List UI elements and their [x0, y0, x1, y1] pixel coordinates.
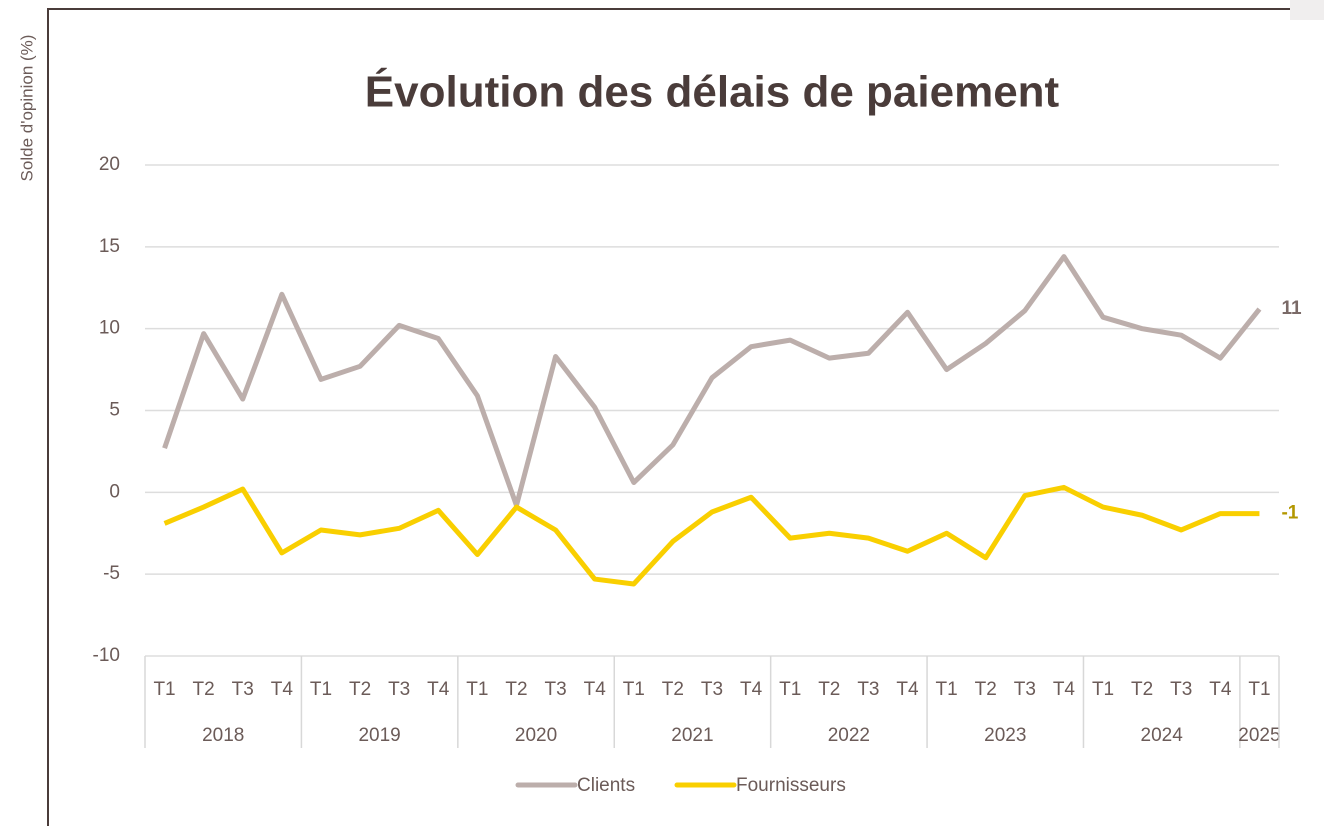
group-label: 2021 [671, 725, 713, 746]
x-tick-label: T2 [505, 679, 527, 700]
x-tick-label: T2 [349, 679, 371, 700]
x-tick-label: T4 [584, 679, 607, 700]
x-tick-label: T1 [310, 679, 332, 700]
group-label: 2019 [358, 725, 400, 746]
x-tick-label: T3 [388, 679, 410, 700]
x-tick-label: T2 [818, 679, 840, 700]
y-axis-label: Solde d'opinion (%) [17, 35, 36, 182]
group-label: 2022 [828, 725, 870, 746]
y-tick-label: 10 [99, 318, 120, 339]
x-tick-label: T4 [1053, 679, 1076, 700]
x-tick-label: T2 [662, 679, 684, 700]
y-tick-label: 20 [99, 154, 120, 175]
frame [47, 8, 1290, 826]
x-tick-label: T1 [936, 679, 958, 700]
x-tick-label: T2 [975, 679, 997, 700]
x-tick-label: T4 [740, 679, 763, 700]
x-tick-label: T1 [1092, 679, 1114, 700]
legend-label: Clients [577, 775, 635, 796]
group-label: 2024 [1141, 725, 1184, 746]
chart-title: Évolution des délais de paiement [365, 67, 1060, 117]
y-tick-label: -5 [103, 563, 120, 584]
x-tick-label: T3 [232, 679, 254, 700]
x-tick-label: T4 [427, 679, 450, 700]
x-tick-label: T2 [1131, 679, 1153, 700]
x-tick-label: T3 [544, 679, 566, 700]
x-tick-label: T4 [896, 679, 919, 700]
y-tick-label: -10 [93, 645, 120, 666]
corner-tab [1290, 0, 1324, 20]
series-line [162, 254, 1262, 508]
group-label: 2023 [984, 725, 1026, 746]
x-tick-label: T4 [1209, 679, 1232, 700]
group-label: 2020 [515, 725, 557, 746]
x-tick-label: T1 [466, 679, 488, 700]
y-tick-label: 15 [99, 236, 120, 257]
data-label: -1 [1281, 503, 1298, 524]
group-label: 2018 [202, 725, 244, 746]
x-tick-label: T3 [857, 679, 879, 700]
series-line [163, 484, 1260, 587]
x-tick-label: T3 [1014, 679, 1036, 700]
y-tick-label: 0 [109, 481, 120, 502]
x-tick-label: T1 [623, 679, 645, 700]
x-tick-label: T4 [271, 679, 294, 700]
data-label: 11 [1281, 298, 1302, 319]
x-tick-label: T1 [779, 679, 801, 700]
legend-label: Fournisseurs [736, 775, 846, 796]
x-tick-label: T1 [153, 679, 175, 700]
x-tick-label: T1 [1248, 679, 1270, 700]
y-tick-label: 5 [109, 400, 120, 421]
x-tick-label: T3 [701, 679, 723, 700]
x-tick-label: T3 [1170, 679, 1192, 700]
group-label: 2025 [1238, 725, 1280, 746]
x-tick-label: T2 [193, 679, 215, 700]
